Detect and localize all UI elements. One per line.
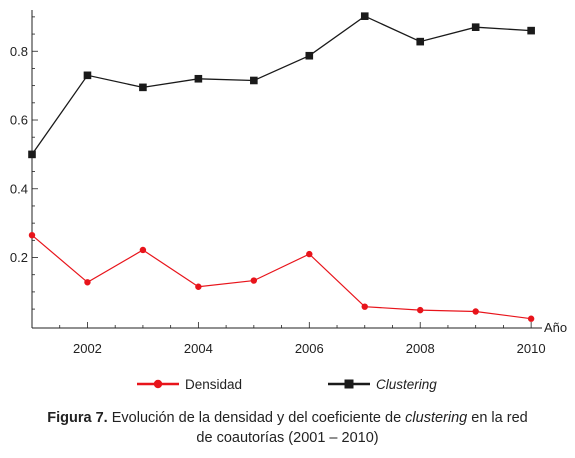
chart-series [28,12,535,322]
legend-label-densidad: Densidad [185,377,242,392]
data-point-densidad [306,250,313,258]
data-point-clustering [28,150,36,159]
series-line-densidad [31,234,532,320]
data-point-clustering [83,71,92,80]
line-chart: Año 2002 2004 2006 2008 2010 0.2 0.4 0.6 0.8 Den… [10,10,567,392]
data-point-densidad [139,246,147,254]
data-point-clustering [139,83,147,92]
y-tick-label: 0.8 [10,44,28,59]
data-point-densidad [472,308,479,315]
data-point-clustering [416,37,425,46]
x-tick-label: 2008 [406,341,435,356]
caption-label: Figura 7. [47,410,108,426]
data-point-clustering [471,23,480,31]
caption-emphasis: clustering [405,410,468,426]
y-tick-label: 0.6 [10,113,28,128]
data-point-densidad [195,283,202,290]
data-point-clustering [305,51,314,60]
caption-text-2: en la red [467,410,528,426]
legend-marker-clustering [344,379,354,389]
x-axis-label: Año [544,320,567,335]
data-point-clustering [250,76,258,85]
data-point-densidad [250,277,258,284]
data-point-densidad [527,315,535,322]
x-tick-label: 2010 [517,341,546,356]
chart-axes: Año [31,10,567,335]
data-point-clustering [360,12,369,20]
data-point-densidad [361,303,368,310]
caption-line-2: de coautorías (2001 – 2010) [196,430,379,446]
data-point-clustering [527,26,535,35]
chart-ticks: 2002 2004 2006 2008 2010 0.2 0.4 0.6 0.8 [10,16,546,356]
legend-label-clustering: Clustering [376,377,437,392]
chart-legend: Densidad Clustering [137,377,437,392]
data-point-densidad [417,306,424,314]
series-line-clustering [31,15,532,155]
caption-text-1: Evolución de la densidad y del coeficien… [107,410,406,426]
data-point-densidad [84,279,91,286]
data-point-densidad [28,231,36,239]
figure-caption: Figura 7. Evolución de la densidad y del… [0,408,575,448]
y-tick-label: 0.2 [10,250,28,265]
y-tick-label: 0.4 [10,181,28,196]
legend-marker-densidad [153,379,163,389]
caption-line-1: Figura 7. Evolución de la densidad y del… [0,408,575,428]
x-tick-label: 2002 [73,341,102,356]
x-tick-label: 2006 [295,341,324,356]
x-tick-label: 2004 [184,341,213,356]
data-point-clustering [194,74,203,83]
